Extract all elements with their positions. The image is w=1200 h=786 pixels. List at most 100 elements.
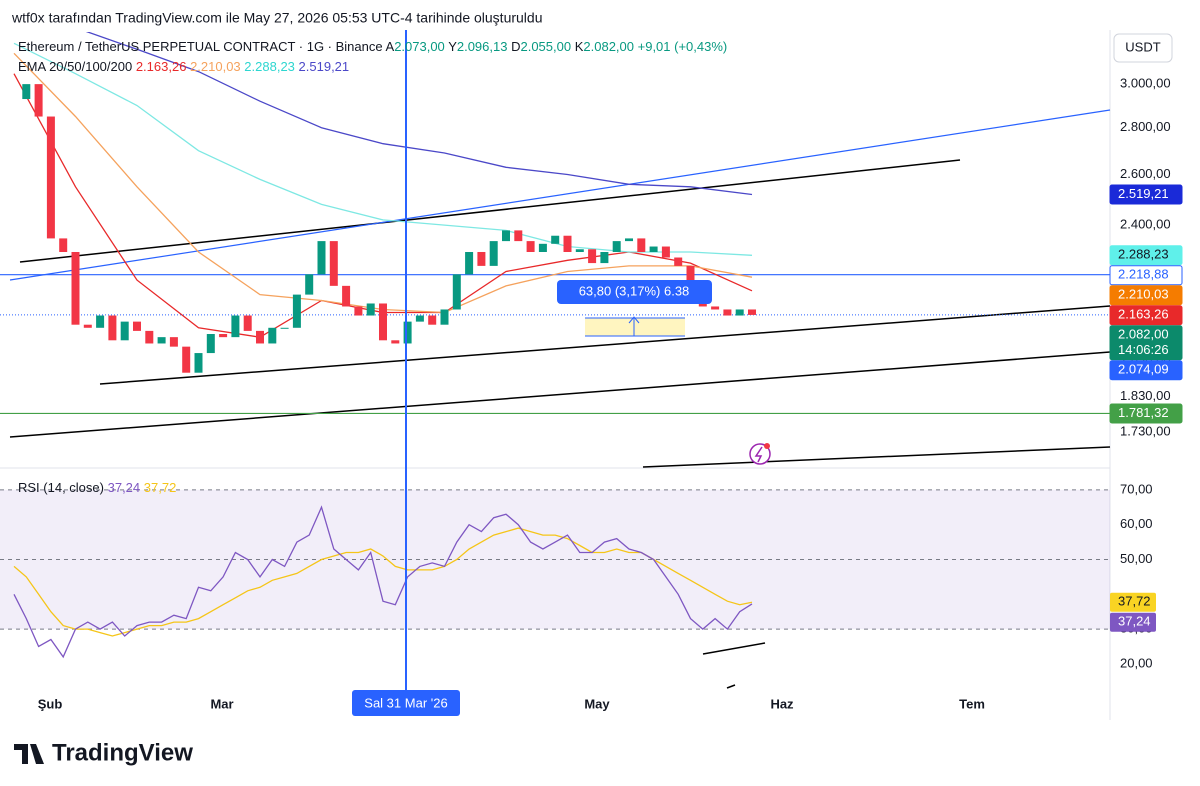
alert-dot[interactable] bbox=[764, 443, 770, 449]
candle bbox=[280, 327, 289, 329]
rsi-line bbox=[13, 505, 753, 659]
logo: TradingView bbox=[14, 739, 193, 766]
candle bbox=[674, 257, 683, 266]
time-label: Haz bbox=[770, 696, 794, 711]
price-label: 2.519,21 bbox=[1118, 186, 1169, 201]
price-tick-label: 2.400,00 bbox=[1120, 217, 1171, 232]
candle bbox=[96, 315, 105, 328]
ema-value: 2.519,21 bbox=[299, 59, 350, 74]
candle bbox=[317, 241, 326, 275]
price-label-bg bbox=[1109, 184, 1183, 205]
alert-circle[interactable] bbox=[749, 443, 771, 465]
rsi-label-bg bbox=[1110, 592, 1156, 612]
price-label-bg bbox=[1109, 245, 1183, 266]
rsi-trend-line bbox=[702, 642, 766, 655]
rsi-title: RSI (14, close) bbox=[18, 480, 104, 495]
time-label: Mar bbox=[210, 696, 233, 711]
legend-ema: EMA 20/50/100/200 2.163,26 2.210,03 2.28… bbox=[18, 59, 349, 74]
candle bbox=[182, 346, 191, 373]
candle bbox=[440, 309, 449, 325]
ohlc-value: 2.082,00 bbox=[583, 39, 634, 54]
candle bbox=[133, 321, 141, 331]
candle bbox=[71, 251, 80, 325]
candle bbox=[379, 303, 387, 341]
candle bbox=[292, 294, 301, 328]
alert-bolt[interactable] bbox=[754, 446, 763, 463]
candle bbox=[735, 309, 744, 316]
ema-value: 2.163,26 bbox=[136, 59, 187, 74]
candle bbox=[46, 116, 55, 239]
logo-mark bbox=[14, 744, 44, 764]
candle bbox=[34, 84, 43, 117]
candle bbox=[415, 315, 424, 322]
candle bbox=[342, 285, 351, 307]
candle bbox=[551, 235, 560, 244]
alert-icon[interactable] bbox=[749, 443, 771, 465]
candle bbox=[83, 324, 92, 328]
candle bbox=[354, 306, 363, 316]
symbol: Ethereum / TetherUS PERPETUAL CONTRACT ·… bbox=[18, 39, 383, 54]
rsi-label: 37,24 bbox=[1118, 614, 1151, 629]
ema-value: 2.210,03 bbox=[190, 59, 241, 74]
price-tick-label: 2.800,00 bbox=[1120, 119, 1171, 134]
candle bbox=[711, 306, 720, 310]
candle bbox=[108, 315, 117, 341]
candle bbox=[465, 251, 474, 275]
crosshair-time: Sal 31 Mar '26 bbox=[364, 695, 447, 710]
trend-line bbox=[19, 159, 961, 263]
price-label-bg bbox=[1109, 360, 1183, 381]
price-label-bg bbox=[1109, 285, 1183, 306]
caption: wtf0x tarafından TradingView.com ile May… bbox=[11, 10, 542, 26]
candle bbox=[219, 334, 228, 338]
ohlc-value: 2.096,13 bbox=[457, 39, 508, 54]
candle bbox=[366, 303, 375, 316]
candle bbox=[723, 309, 732, 316]
price-label: 1.781,32 bbox=[1118, 405, 1169, 420]
candle bbox=[452, 274, 461, 310]
candle bbox=[649, 246, 658, 252]
candle bbox=[145, 330, 154, 344]
rsi-label-bg bbox=[1110, 612, 1156, 632]
candle bbox=[477, 251, 486, 266]
candle bbox=[403, 321, 412, 344]
price-label-bg bbox=[1109, 403, 1183, 424]
ema-line bbox=[85, 32, 753, 196]
ohlc-value: 2.073,00 bbox=[394, 39, 445, 54]
price-tick-label: 2.600,00 bbox=[1120, 166, 1171, 181]
candle bbox=[563, 235, 572, 252]
candle bbox=[538, 243, 547, 252]
rsi-label: 37,72 bbox=[1118, 594, 1151, 609]
ema-line bbox=[13, 42, 753, 256]
change: +9,01 (+0,43%) bbox=[638, 39, 728, 54]
candle bbox=[625, 238, 633, 242]
price-label: 2.074,09 bbox=[1118, 362, 1169, 377]
candle bbox=[157, 337, 166, 344]
candle bbox=[256, 330, 264, 344]
price-label: 2.210,03 bbox=[1118, 287, 1169, 302]
rsi-tick-label: 20,00 bbox=[1120, 655, 1153, 670]
currency[interactable]: USDT bbox=[1125, 39, 1160, 54]
measure-arrow-head bbox=[628, 316, 640, 324]
rsi-value: 37,24 bbox=[108, 480, 141, 495]
time-label: Şub bbox=[38, 696, 63, 711]
trend-line bbox=[9, 351, 1111, 438]
candle bbox=[686, 265, 695, 289]
rsi-tick-label: 70,00 bbox=[1120, 481, 1153, 496]
currency-button[interactable] bbox=[1113, 33, 1173, 63]
candle bbox=[391, 340, 400, 344]
price-tick-label: 1.830,00 bbox=[1120, 388, 1171, 403]
candle bbox=[120, 321, 129, 341]
crosshair-time-bg bbox=[352, 690, 460, 716]
candle bbox=[231, 315, 240, 338]
rsi-ma-value: 37,72 bbox=[144, 480, 177, 495]
candle bbox=[612, 241, 621, 252]
candle bbox=[637, 238, 646, 252]
price-label: 2.082,00 bbox=[1118, 327, 1169, 342]
rsi-trend-line bbox=[726, 684, 736, 689]
price-label-bg bbox=[1109, 325, 1183, 361]
candle bbox=[305, 274, 314, 295]
candle bbox=[661, 246, 670, 258]
